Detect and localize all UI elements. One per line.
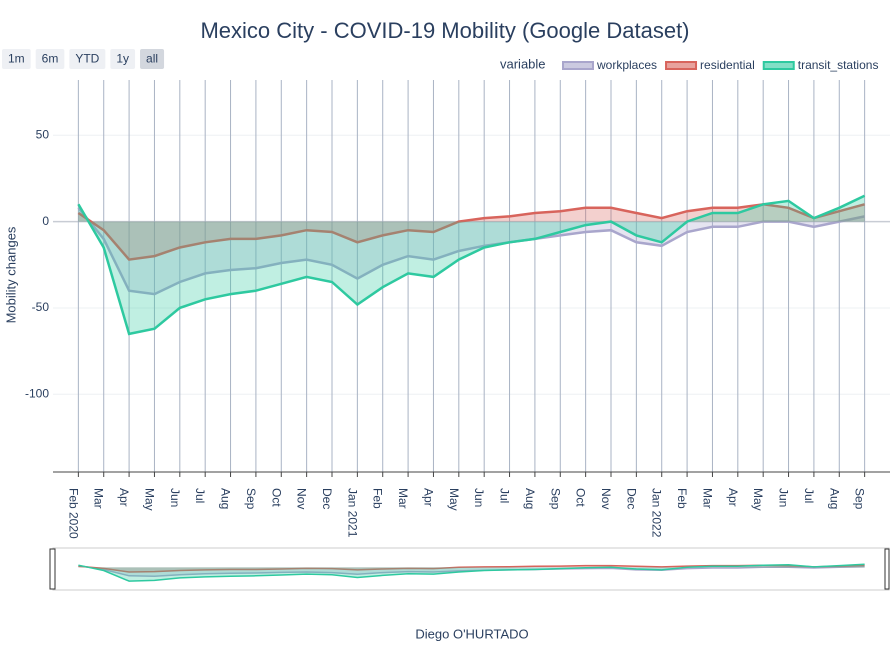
x-tick-label: Apr xyxy=(726,488,740,507)
x-tick-label: Oct xyxy=(574,488,588,507)
x-tick-label: Aug xyxy=(523,488,537,509)
x-tick-label: Mar xyxy=(92,488,106,509)
x-tick-label: Dec xyxy=(624,488,638,509)
range-button[interactable]: 6m xyxy=(35,49,65,69)
x-tick-label: Jan 2022 xyxy=(650,488,664,538)
legend-swatch xyxy=(562,61,594,70)
range-button-bg[interactable] xyxy=(140,49,165,69)
legend-label: transit_stations xyxy=(798,58,879,72)
legend-label: residential xyxy=(700,58,755,72)
x-tick-label: Sep xyxy=(244,488,258,510)
series-line xyxy=(78,563,865,582)
x-tick-label: Sep xyxy=(548,488,562,510)
x-tick-label: Feb xyxy=(371,488,385,509)
legend-title: variable xyxy=(500,56,546,71)
x-tick-label: Sep xyxy=(853,488,867,510)
x-tick-label: Oct xyxy=(269,488,283,507)
x-tick-label: Nov xyxy=(295,488,309,509)
x-tick-label: Dec xyxy=(320,488,334,509)
x-tick-label: May xyxy=(447,488,461,511)
range-button-label[interactable]: 1m xyxy=(8,52,25,66)
x-tick-label: May xyxy=(142,488,156,511)
y-tick-label: 0 xyxy=(42,214,49,228)
x-tick-label: Feb 2020 xyxy=(66,488,80,539)
area-fill xyxy=(78,204,865,260)
legend-swatch xyxy=(665,61,698,70)
area-fill xyxy=(78,564,865,582)
range-button[interactable]: all xyxy=(140,49,165,69)
x-tick-label: Aug xyxy=(827,488,841,509)
range-button-label[interactable]: 1y xyxy=(116,52,129,66)
range-button-bg[interactable] xyxy=(35,49,65,69)
range-button-label[interactable]: all xyxy=(146,52,158,66)
x-tick-label: Jul xyxy=(802,488,816,503)
y-axis-title: Mobility changes xyxy=(3,226,18,323)
x-tick-label: Feb xyxy=(675,488,689,509)
range-button[interactable]: 1y xyxy=(110,49,136,69)
y-tick-label: -50 xyxy=(32,300,50,314)
area-fill xyxy=(78,195,865,334)
range-button-bg[interactable] xyxy=(2,49,31,69)
x-tick-label: Apr xyxy=(117,488,131,507)
legend-swatch xyxy=(762,61,795,70)
x-tick-label: May xyxy=(751,488,765,511)
range-handle[interactable] xyxy=(49,548,56,590)
x-tick-label: Jan 2021 xyxy=(345,488,359,538)
x-tick-label: Jul xyxy=(498,488,512,503)
y-tick-label: 50 xyxy=(36,127,50,141)
x-tick-label: Jun xyxy=(472,488,486,507)
range-button-label[interactable]: 6m xyxy=(42,52,59,66)
x-tick-label: Mar xyxy=(700,488,714,509)
series-line xyxy=(77,194,866,336)
area-fill xyxy=(78,565,865,577)
x-tick-label: Apr xyxy=(421,488,435,507)
chart-title: Mexico City - COVID-19 Mobility (Google … xyxy=(200,18,689,43)
x-axis-title: Diego O'HURTADO xyxy=(415,626,528,641)
x-tick-label: Jun xyxy=(777,488,791,507)
x-tick-label: Mar xyxy=(396,488,410,509)
y-tick-label: -100 xyxy=(25,386,49,400)
range-button-bg[interactable] xyxy=(69,49,106,69)
range-button-label[interactable]: YTD xyxy=(75,52,99,66)
series-line xyxy=(77,207,865,296)
range-button[interactable]: 1m xyxy=(2,49,31,69)
area-fill xyxy=(78,207,865,295)
range-button[interactable]: YTD xyxy=(69,49,106,69)
range-button-bg[interactable] xyxy=(110,49,136,69)
series-line xyxy=(77,203,865,261)
x-tick-label: Aug xyxy=(219,488,233,509)
legend-label: workplaces xyxy=(596,58,657,72)
x-tick-label: Jun xyxy=(168,488,182,507)
x-tick-label: Jul xyxy=(193,488,207,503)
range-handle[interactable] xyxy=(884,548,890,590)
x-tick-label: Nov xyxy=(599,488,613,509)
